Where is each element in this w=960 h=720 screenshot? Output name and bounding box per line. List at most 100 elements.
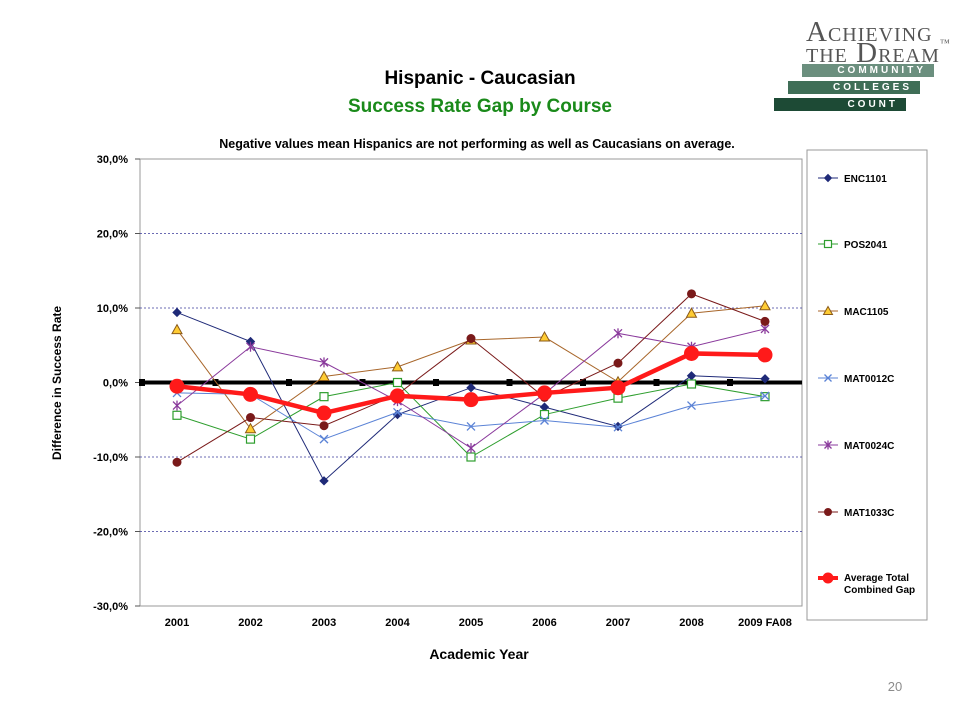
data-point [537, 385, 552, 401]
zero-line-marker [580, 379, 586, 386]
zero-line-marker [139, 379, 145, 386]
data-point [393, 407, 402, 417]
chart-title: Hispanic - Caucasian [384, 68, 576, 89]
legend-label: POS2041 [844, 240, 888, 251]
legend-label: MAT0012C [844, 374, 894, 385]
logo-line-1: Achieving [806, 16, 933, 48]
data-point [824, 440, 832, 450]
data-point [822, 572, 834, 584]
data-point [319, 392, 329, 402]
data-point [319, 421, 329, 431]
x-tick-label: 2006 [532, 617, 556, 629]
data-point [686, 379, 697, 389]
chart-note: Negative values mean Hispanics are not p… [219, 137, 735, 151]
x-tick-label: 2009 FA08 [738, 617, 792, 629]
legend-label: Average Total [844, 573, 909, 584]
logo-bar-colleges: COLLEGES [788, 81, 920, 94]
y-tick-label: 20,0% [97, 229, 128, 241]
data-point [823, 173, 833, 183]
data-point [613, 328, 623, 339]
data-point [759, 299, 771, 311]
y-tick-label: -30,0% [93, 601, 128, 613]
data-point [687, 401, 696, 411]
x-axis-label: Academic Year [429, 646, 529, 662]
data-point [319, 434, 329, 444]
data-point [760, 374, 770, 384]
series-mac1105 [171, 299, 771, 434]
data-point [172, 410, 182, 420]
data-point [539, 402, 550, 412]
legend-item: POS2041 [818, 239, 888, 251]
legend-item: ENC1101 [818, 173, 887, 185]
data-point [685, 307, 698, 318]
x-tick-label: 2007 [606, 617, 630, 629]
y-tick-label: 0,0% [103, 378, 128, 390]
data-point [466, 383, 476, 393]
data-point [319, 476, 329, 486]
data-point [466, 421, 476, 431]
data-point [171, 323, 183, 335]
data-point [316, 405, 332, 421]
data-point [169, 378, 185, 394]
x-tick-label: 2001 [165, 617, 189, 629]
series-line [176, 293, 766, 463]
data-point [246, 413, 255, 423]
data-point [538, 331, 551, 342]
x-tick-label: 2005 [459, 617, 483, 629]
data-point [760, 391, 770, 401]
legend-label: MAC1105 [844, 307, 889, 318]
legend-item: MAT0024C [818, 440, 894, 452]
data-point [540, 416, 549, 425]
y-axis: 30,0% 20,0% 10,0% 0,0% -10,0% -20,0% -30,0% [93, 154, 140, 613]
series-lines [169, 289, 773, 486]
data-point [392, 377, 403, 388]
chart-subtitle: Success Rate Gap by Course [348, 96, 612, 117]
data-point [245, 434, 256, 444]
data-point [824, 508, 832, 516]
data-point [824, 374, 832, 382]
zero-line-marker [286, 379, 292, 386]
y-tick-label: -10,0% [93, 452, 128, 464]
data-point [246, 341, 255, 352]
data-point [172, 457, 182, 467]
legend-label: MAT1033C [844, 508, 894, 519]
legend-label: ENC1101 [844, 174, 887, 185]
legend-item: MAT0012C [818, 374, 894, 385]
data-point [466, 452, 476, 462]
y-tick-label: -20,0% [93, 527, 128, 539]
data-point [391, 360, 404, 372]
series-pos2041 [172, 377, 770, 462]
data-point [172, 400, 182, 411]
data-point [757, 347, 773, 363]
legend-item: MAT1033C [818, 508, 894, 519]
x-tick-label: 2002 [238, 617, 262, 629]
data-point [466, 443, 476, 454]
data-point [760, 316, 770, 326]
series-mat0012c [172, 388, 770, 444]
logo-line-2: the Dream™ [806, 37, 951, 69]
legend: ENC1101 POS2041 MAC1105 MAT0012C MAT0024C MAT… [818, 173, 915, 596]
data-point [463, 392, 479, 408]
data-point [684, 345, 699, 361]
logo-bar-count: COUNT [774, 98, 906, 111]
zero-line-marker [653, 379, 660, 386]
data-point [539, 409, 550, 420]
zero-line-marker [727, 379, 733, 386]
data-point [318, 370, 330, 382]
data-point [244, 422, 257, 434]
data-point [822, 305, 834, 315]
data-point [823, 239, 833, 249]
y-tick-label: 10,0% [97, 303, 128, 315]
data-point [687, 289, 696, 299]
data-point [610, 380, 626, 396]
data-point [613, 393, 623, 403]
data-point [390, 388, 405, 404]
achieving-the-dream-logo: Achieving the Dream™ COMMUNITY COLLEGES … [770, 14, 950, 114]
data-point [243, 386, 258, 402]
data-point [172, 307, 182, 318]
logo-bar-community: COMMUNITY [802, 64, 934, 77]
legend-box [806, 149, 928, 621]
x-tick-label: 2008 [679, 617, 703, 629]
